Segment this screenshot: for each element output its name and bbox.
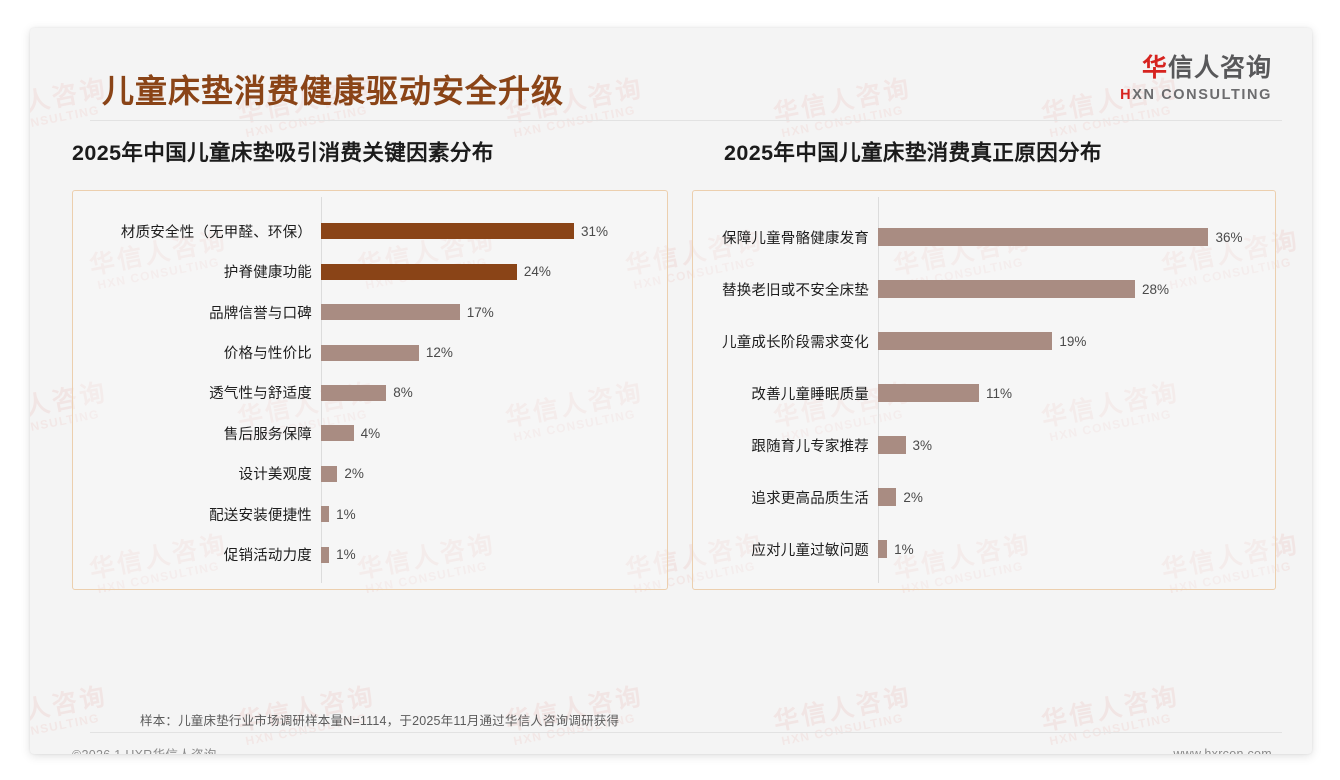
bar-category-label: 改善儿童睡眠质量 [751, 386, 869, 403]
bar-category-label: 配送安装便捷性 [209, 507, 312, 524]
bar-row: 跟随育儿专家推荐 3% [693, 430, 1275, 460]
bar-value-label: 36% [1215, 229, 1243, 245]
bar [321, 263, 517, 280]
bar-rows-real-reasons: 保障儿童骨骼健康发育 36% 替换老旧或不安全床垫 28% 儿童成长阶段需求变化 19% 改… [693, 211, 1275, 575]
bar-category-label: 品牌信誉与口碑 [209, 305, 312, 322]
bar-category-label: 价格与性价比 [223, 346, 312, 363]
chart-title-real-reasons: 2025年中国儿童床垫消费真正原因分布 [724, 141, 1102, 165]
header-divider [90, 120, 1282, 121]
bar-value-label: 8% [393, 385, 413, 401]
bar-rows-key-factors: 材质安全性（无甲醛、环保） 31% 护脊健康功能 24% 品牌信誉与口碑 17% 价格与性价… [73, 211, 667, 575]
footer-copyright: ©2026.1 HXR华信人咨询 [72, 744, 217, 754]
bar [878, 228, 1209, 246]
bar-category-label: 跟随育儿专家推荐 [751, 438, 869, 455]
bar [321, 223, 574, 240]
brand-logo-en-rest: XN CONSULTING [1132, 87, 1272, 103]
bar [878, 436, 906, 454]
bar-value-label: 2% [344, 466, 364, 482]
bar-row: 配送安装便捷性 1% [73, 499, 667, 529]
bar-value-label: 28% [1142, 281, 1170, 297]
footer-website[interactable]: www.hxrcon.com [1173, 746, 1272, 755]
bar [321, 465, 338, 482]
brand-logo: 华信人咨询 HXN CONSULTING [1120, 56, 1272, 103]
bar-category-label: 售后服务保障 [223, 426, 312, 443]
bar-row: 材质安全性（无甲醛、环保） 31% [73, 216, 667, 246]
bar-value-label: 31% [580, 223, 608, 239]
bar [878, 332, 1053, 350]
chart-block-key-factors: 2025年中国儿童床垫吸引消费关键因素分布 材质安全性（无甲醛、环保） 31% 护脊… [72, 136, 668, 590]
page-title: 儿童床垫消费健康驱动安全升级 [102, 73, 565, 109]
bar-row: 替换老旧或不安全床垫 28% [693, 274, 1275, 304]
bar-row: 售后服务保障 4% [73, 418, 667, 448]
bar-category-label: 保障儿童骨骼健康发育 [722, 230, 869, 247]
bar [321, 384, 387, 401]
bar-category-label: 设计美观度 [238, 467, 312, 484]
footer-divider [90, 732, 1282, 733]
bar [878, 488, 897, 506]
chart-panel-real-reasons: 保障儿童骨骼健康发育 36% 替换老旧或不安全床垫 28% 儿童成长阶段需求变化 19% 改… [692, 190, 1276, 590]
brand-logo-cn-accent: 华 [1141, 54, 1168, 82]
charts-container: 2025年中国儿童床垫吸引消费关键因素分布 材质安全性（无甲醛、环保） 31% 护脊… [30, 136, 1312, 590]
brand-logo-cn-rest: 信人咨询 [1167, 54, 1272, 82]
bar-row: 促销活动力度 1% [73, 540, 667, 570]
bar-category-label: 材质安全性（无甲醛、环保） [120, 224, 312, 241]
bar-value-label: 11% [985, 385, 1012, 401]
bar-value-label: 17% [466, 304, 494, 320]
bar-category-label: 应对儿童过敏问题 [751, 542, 869, 559]
bar-category-label: 追求更高品质生活 [751, 490, 869, 507]
brand-logo-en-accent: H [1120, 87, 1133, 103]
bar-category-label: 透气性与舒适度 [209, 386, 312, 403]
bar [878, 384, 979, 402]
bar-value-label: 2% [903, 489, 923, 505]
bar-category-label: 替换老旧或不安全床垫 [722, 282, 869, 299]
sample-note: 样本：儿童床垫行业市场调研样本量N=1114，于2025年11月通过华信人咨询调… [140, 714, 620, 728]
bar [321, 304, 460, 321]
bar-row: 价格与性价比 12% [73, 338, 667, 368]
bar [878, 540, 888, 558]
bar-row: 追求更高品质生活 2% [693, 482, 1275, 512]
bar-value-label: 1% [336, 547, 356, 563]
bar-value-label: 3% [912, 437, 933, 453]
bar [321, 546, 330, 563]
bar-value-label: 12% [425, 345, 453, 361]
bar-row: 透气性与舒适度 8% [73, 378, 667, 408]
bar-value-label: 1% [336, 506, 356, 522]
bar [321, 506, 330, 523]
bar-category-label: 促销活动力度 [223, 548, 312, 565]
slide-header: 儿童床垫消费健康驱动安全升级 华信人咨询 HXN CONSULTING [30, 28, 1312, 120]
chart-block-real-reasons: 2025年中国儿童床垫消费真正原因分布 保障儿童骨骼健康发育 36% 替换老旧或不安… [692, 136, 1276, 590]
chart-title-key-factors: 2025年中国儿童床垫吸引消费关键因素分布 [72, 141, 494, 165]
bar-value-label: 1% [894, 541, 914, 557]
bar [321, 344, 419, 361]
bar [321, 425, 354, 442]
brand-logo-cn: 华信人咨询 [1120, 56, 1272, 81]
bar-row: 应对儿童过敏问题 1% [693, 534, 1275, 564]
bar-value-label: 4% [360, 425, 381, 441]
bar-value-label: 24% [523, 264, 551, 280]
bar-row: 品牌信誉与口碑 17% [73, 297, 667, 327]
slide-footer: ©2026.1 HXR华信人咨询 www.hxrcon.com [30, 744, 1312, 755]
bar-row: 保障儿童骨骼健康发育 36% [693, 222, 1275, 252]
bar-row: 儿童成长阶段需求变化 19% [693, 326, 1275, 356]
bar-category-label: 护脊健康功能 [223, 265, 312, 282]
brand-logo-en: HXN CONSULTING [1120, 88, 1272, 103]
bar-row: 设计美观度 2% [73, 459, 667, 489]
bar [878, 280, 1136, 298]
bar-row: 改善儿童睡眠质量 11% [693, 378, 1275, 408]
chart-panel-key-factors: 材质安全性（无甲醛、环保） 31% 护脊健康功能 24% 品牌信誉与口碑 17% 价格与性价… [72, 190, 668, 590]
bar-row: 护脊健康功能 24% [73, 257, 667, 287]
bar-value-label: 19% [1059, 333, 1087, 349]
bar-category-label: 儿童成长阶段需求变化 [722, 334, 869, 351]
